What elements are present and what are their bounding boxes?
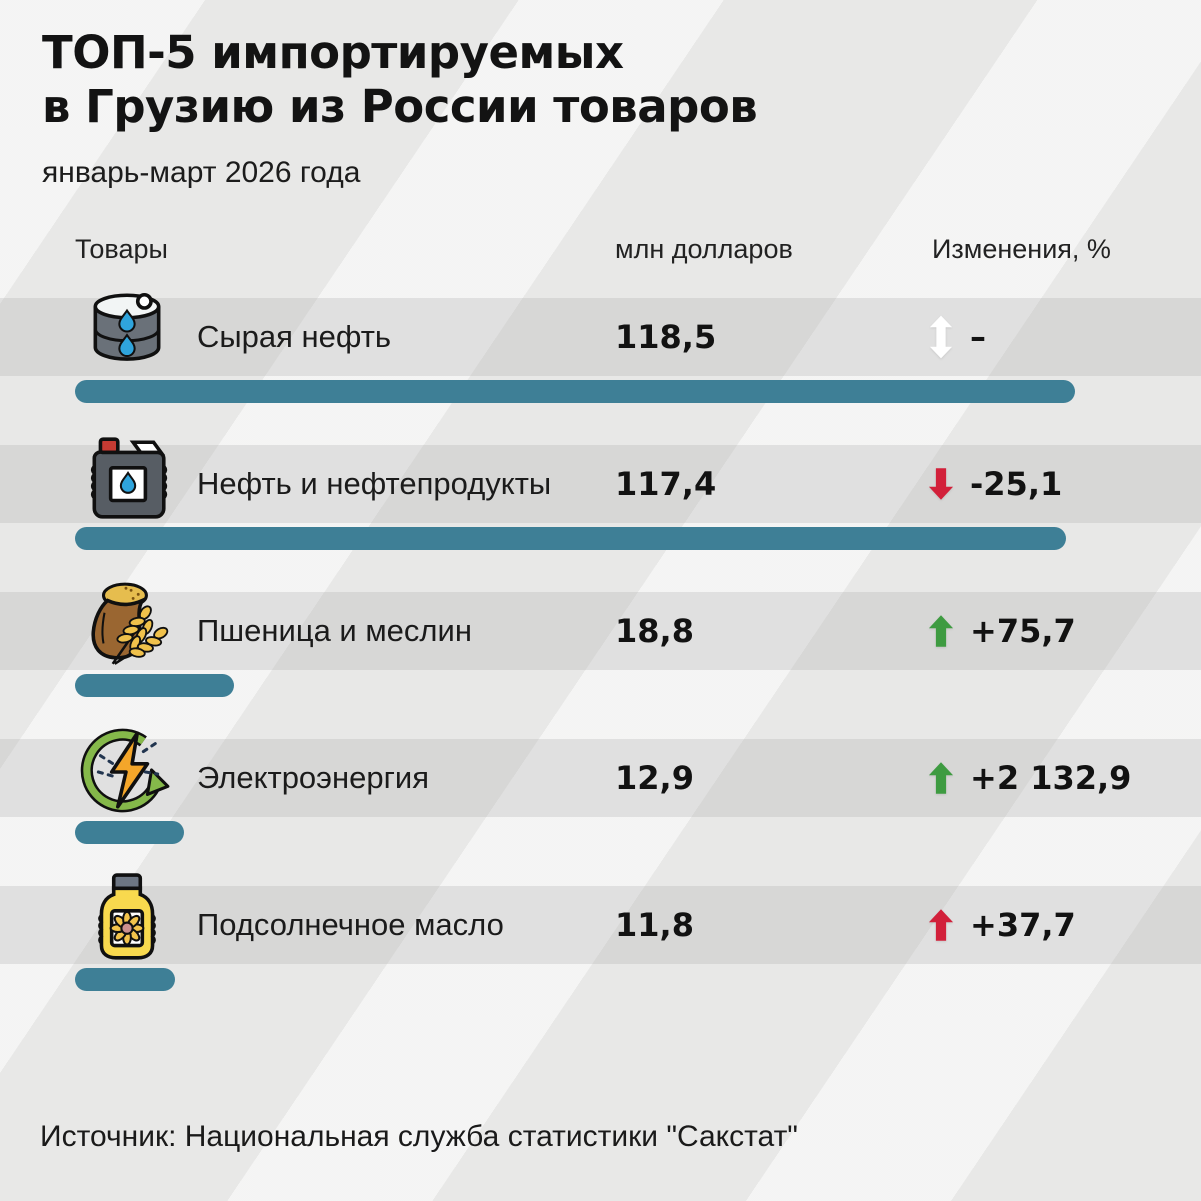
row-band: [0, 298, 1201, 376]
row-value: 12,9: [615, 759, 694, 797]
page-subtitle: январь-март 2026 года: [42, 156, 361, 189]
row-value: 11,8: [615, 906, 694, 944]
value-bar: [75, 821, 184, 844]
table-row: Нефть и нефтепродукты 117,4 -25,1: [0, 437, 1201, 550]
row-value: 118,5: [615, 318, 717, 356]
change-value: +75,7: [970, 612, 1076, 650]
table-row: Пшеница и меслин 18,8 +75,7: [0, 582, 1201, 697]
value-bar: [75, 674, 234, 697]
row-band: [0, 739, 1201, 817]
page-title: ТОП-5 импортируемых в Грузию из России т…: [42, 26, 758, 134]
oil-barrel-icon: [80, 284, 174, 378]
value-bar: [75, 380, 1075, 403]
row-band: [0, 592, 1201, 670]
up-arrow-icon: [928, 615, 954, 647]
row-change: +75,7: [928, 592, 1076, 670]
row-label: Пшеница и меслин: [197, 613, 472, 648]
table-row: Сырая нефть 118,5 –: [0, 292, 1201, 403]
change-value: -25,1: [970, 465, 1063, 503]
wheat-sack-icon: [80, 578, 174, 672]
row-change: +2 132,9: [928, 739, 1131, 817]
value-bar: [75, 968, 175, 991]
change-value: +37,7: [970, 906, 1076, 944]
table-row: Электроэнергия 12,9 +2 132,9: [0, 728, 1201, 844]
column-headers: Товары млн долларов Изменения, %: [0, 234, 1201, 268]
column-header-goods: Товары: [75, 234, 168, 264]
title-line-1: ТОП-5 импортируемых: [42, 26, 624, 79]
row-band: [0, 445, 1201, 523]
up-arrow-icon: [928, 909, 954, 941]
source-note: Источник: Национальная служба статистики…: [40, 1120, 798, 1153]
row-change: –: [928, 298, 986, 376]
row-change: +37,7: [928, 886, 1076, 964]
table-row: Подсолнечное масло 11,8 +37,7: [0, 873, 1201, 991]
row-label: Сырая нефть: [197, 319, 392, 354]
row-label: Подсолнечное масло: [197, 907, 504, 942]
row-change: -25,1: [928, 445, 1062, 523]
electricity-icon: [80, 725, 174, 819]
row-label: Электроэнергия: [197, 760, 430, 795]
table-rows: Сырая нефть 118,5 –: [0, 292, 1201, 1033]
sunflower-oil-icon: [80, 872, 174, 966]
change-value: –: [970, 318, 986, 356]
row-value: 18,8: [615, 612, 694, 650]
title-line-2: в Грузию из России товаров: [42, 80, 758, 133]
up-arrow-icon: [928, 762, 954, 794]
change-value: +2 132,9: [970, 759, 1132, 797]
value-bar: [75, 527, 1066, 550]
row-value: 117,4: [615, 465, 717, 503]
row-label: Нефть и нефтепродукты: [197, 466, 552, 501]
column-header-amount: млн долларов: [615, 234, 793, 264]
down-arrow-icon: [928, 468, 954, 500]
column-header-change: Изменения, %: [932, 234, 1111, 264]
up-down-arrow-icon: [929, 315, 953, 359]
oil-canister-icon: [80, 431, 174, 525]
row-band: [0, 886, 1201, 964]
